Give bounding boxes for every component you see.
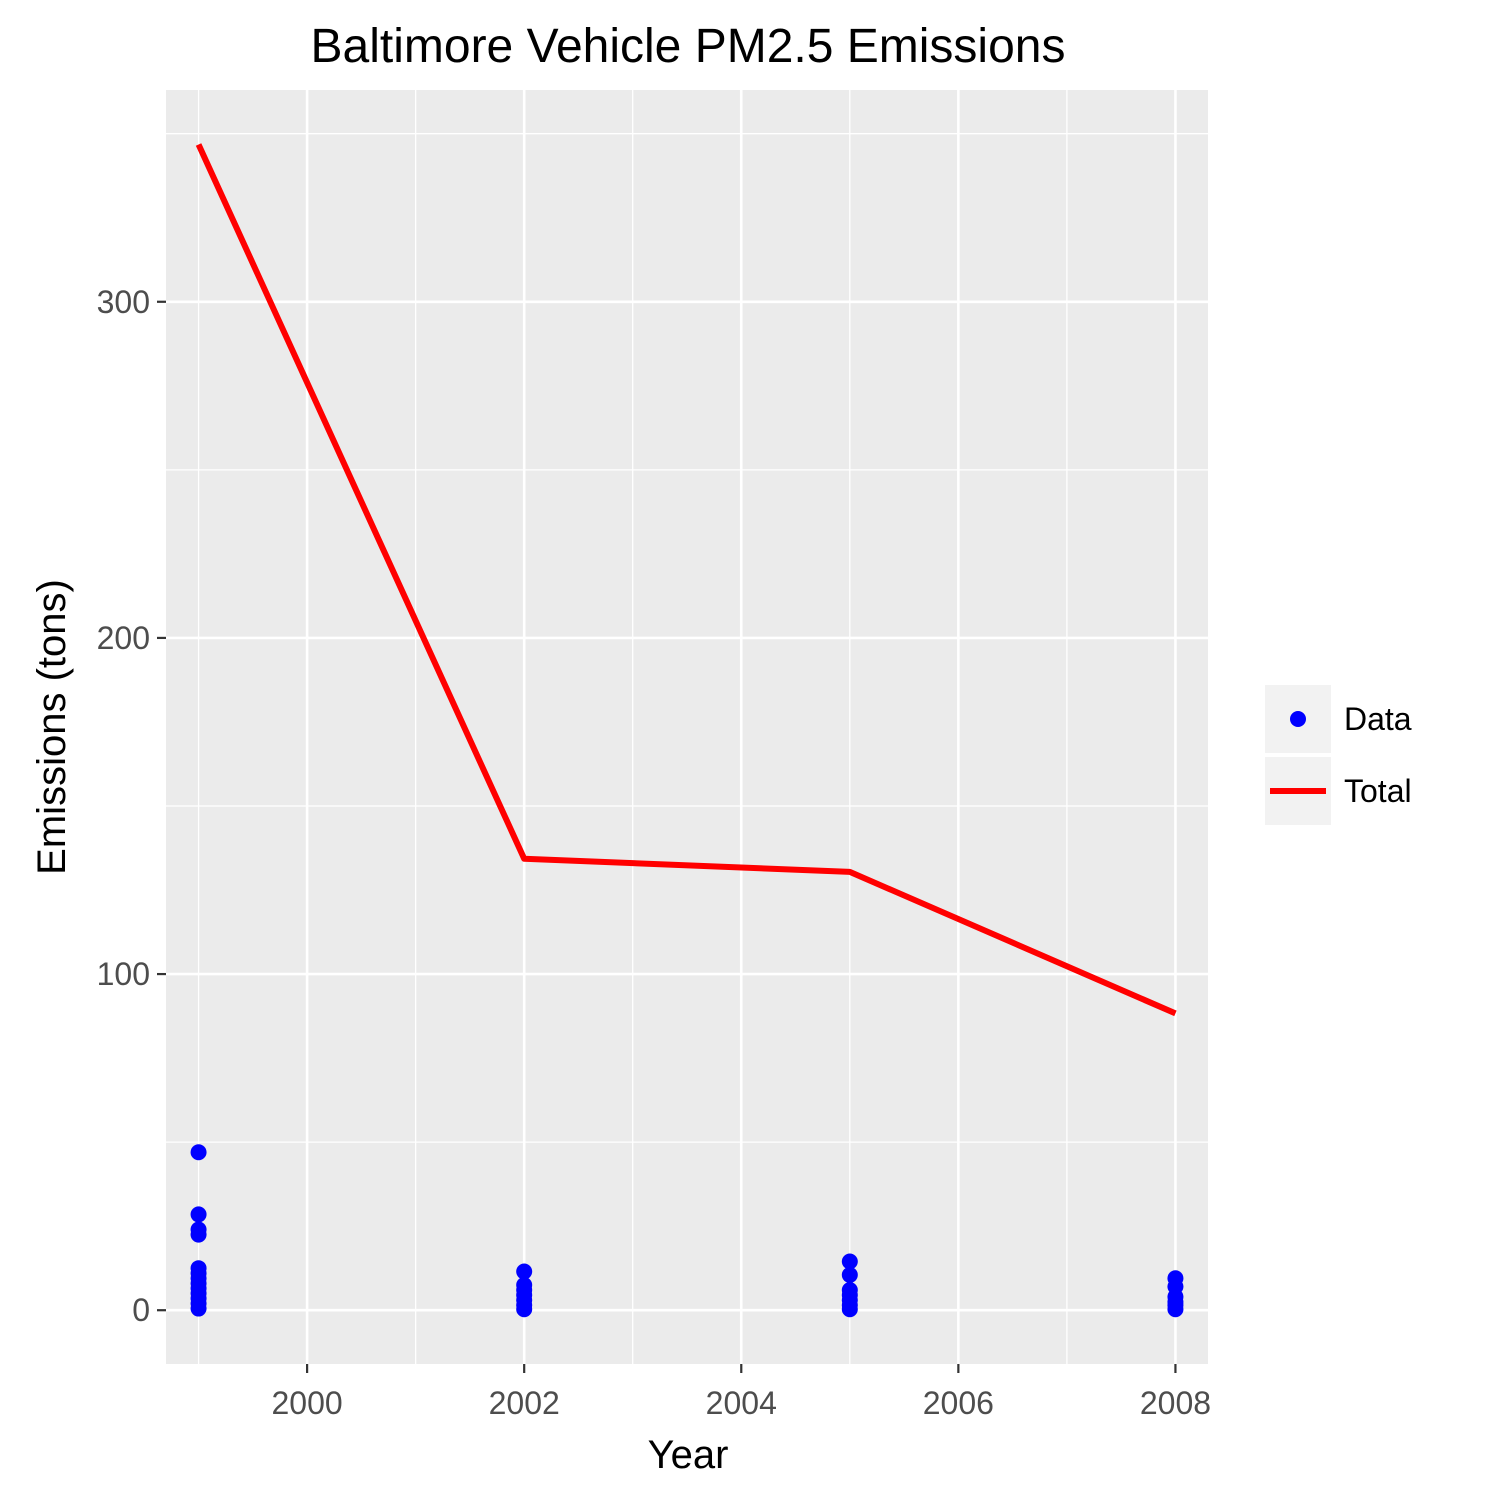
legend-point-symbol — [1290, 711, 1306, 727]
y-tick-label: 200 — [97, 620, 150, 656]
data-point — [516, 1263, 533, 1280]
data-point — [190, 1226, 207, 1243]
data-point — [1167, 1301, 1184, 1318]
data-point — [516, 1301, 533, 1318]
y-tick-label: 100 — [97, 956, 150, 992]
x-tick-label: 2000 — [272, 1385, 343, 1421]
data-point — [190, 1206, 207, 1223]
x-tick-label: 2002 — [489, 1385, 560, 1421]
chart-title: Baltimore Vehicle PM2.5 Emissions — [311, 20, 1066, 73]
y-tick-label: 0 — [132, 1292, 150, 1328]
total-line — [195, 143, 1177, 1017]
major-gridlines — [166, 90, 1208, 1364]
x-axis-label: Year — [648, 1433, 729, 1477]
legend-label: Data — [1344, 701, 1412, 737]
y-axis-label: Emissions (tons) — [30, 579, 74, 875]
legend-label: Total — [1344, 773, 1412, 809]
legend: Data Total — [1265, 685, 1412, 825]
x-tick-label: 2008 — [1140, 1385, 1211, 1421]
data-point — [190, 1300, 207, 1317]
total-series — [195, 143, 1177, 1017]
x-tick-label: 2006 — [923, 1385, 994, 1421]
data-point — [841, 1266, 858, 1283]
data-series — [190, 1144, 1184, 1318]
data-point — [841, 1253, 858, 1270]
x-tick-label: 2004 — [706, 1385, 777, 1421]
data-point — [190, 1144, 207, 1161]
y-tick-label: 300 — [97, 284, 150, 320]
plot-panel — [166, 90, 1208, 1364]
y-axis: 0 100 200 300 — [97, 284, 166, 1328]
x-axis: 2000 2002 2004 2006 2008 — [272, 1364, 1211, 1421]
data-point — [841, 1301, 858, 1318]
